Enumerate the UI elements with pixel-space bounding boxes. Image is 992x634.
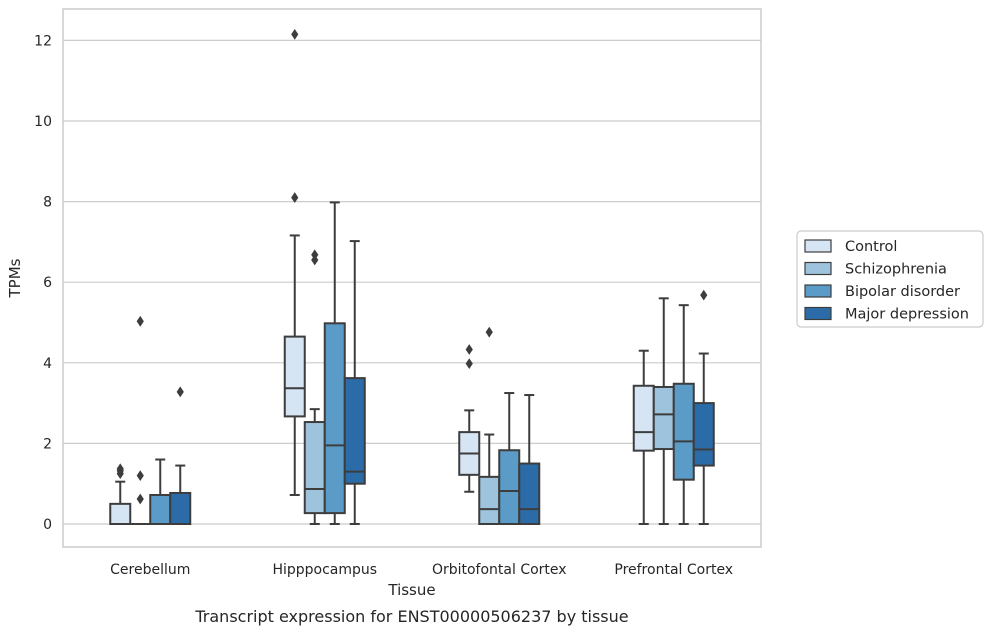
plot-frame [62, 8, 762, 548]
y-tick-labels: 0 2 4 6 8 10 12 [34, 33, 52, 533]
outlier-point [136, 470, 144, 482]
box-major-depression-prefrontal-cortex [692, 289, 715, 525]
box [518, 462, 541, 525]
legend-frame [796, 230, 984, 328]
legend-entry: Major depression [845, 307, 969, 323]
box [303, 421, 326, 515]
box [149, 493, 172, 526]
box-control-cerebellum [109, 463, 132, 526]
x-tick-label: Cerebellum [110, 562, 190, 578]
box-major-depression-cerebellum [169, 386, 192, 525]
chart-title: Transcript expression for ENST0000050623… [194, 607, 628, 626]
box-control-orbitofontal-cortex [458, 344, 481, 493]
outlier-point [291, 28, 299, 40]
box [323, 322, 346, 515]
outlier-point [291, 192, 299, 203]
box-schizophrenia-prefrontal-cortex [652, 297, 675, 525]
outlier-point [485, 326, 493, 338]
legend-entry: Bipolar disorder [845, 284, 960, 300]
box-schizophrenia-cerebellum [129, 315, 152, 526]
outlier-point [311, 249, 319, 261]
x-tick-label: Prefrontal Cortex [614, 562, 733, 578]
outlier-point [465, 358, 473, 370]
box [169, 491, 192, 525]
outlier-point [465, 344, 473, 355]
box [498, 449, 521, 526]
grid-lines [63, 39, 761, 525]
x-tick-label: Hipppocampus [272, 562, 377, 578]
legend-swatch [804, 306, 832, 321]
y-tick-label: 2 [43, 436, 52, 452]
box-bipolar-disorder-cerebellum [149, 458, 172, 526]
box [652, 385, 675, 451]
y-axis-label: TPMs [6, 258, 24, 298]
y-tick-label: 8 [43, 195, 52, 211]
legend: Control Schizophrenia Bipolar disorder Majo… [796, 230, 984, 328]
y-tick-label: 10 [34, 114, 52, 130]
box-control-prefrontal-cortex [632, 349, 655, 525]
box-bipolar-disorder-hipppocampus [323, 201, 346, 525]
box [692, 402, 715, 467]
y-tick-label: 0 [43, 517, 52, 533]
box-bipolar-disorder-prefrontal-cortex [672, 304, 695, 525]
x-axis-label: Tissue [387, 581, 435, 599]
box [672, 382, 695, 481]
box-groups [109, 28, 715, 526]
box [632, 384, 655, 452]
box [109, 502, 132, 526]
legend-swatch [804, 261, 832, 276]
legend-swatch [804, 239, 832, 253]
y-tick-label: 6 [43, 275, 52, 291]
box [343, 377, 366, 485]
x-tick-labels: Cerebellum Hipppocampus Orbitofontal Corte… [110, 562, 733, 578]
legend-swatch [804, 284, 832, 298]
legend-entry: Schizophrenia [845, 262, 947, 278]
outlier-point [116, 463, 124, 475]
box [283, 335, 306, 418]
box [478, 475, 501, 525]
legend-entry: Control [845, 239, 897, 255]
outlier-point [136, 493, 144, 505]
box-schizophrenia-hipppocampus [303, 249, 326, 525]
box-major-depression-orbitofontal-cortex [518, 394, 541, 525]
box-control-hipppocampus [283, 28, 306, 496]
outlier-point [700, 289, 708, 301]
box-schizophrenia-orbitofontal-cortex [478, 326, 501, 525]
y-tick-label: 12 [34, 33, 52, 49]
box-major-depression-hipppocampus [343, 240, 366, 525]
y-tick-label: 4 [43, 356, 52, 372]
x-tick-label: Orbitofontal Cortex [432, 562, 567, 578]
outlier-point [176, 386, 184, 398]
box-bipolar-disorder-orbitofontal-cortex [498, 392, 521, 526]
outlier-point [136, 315, 144, 327]
